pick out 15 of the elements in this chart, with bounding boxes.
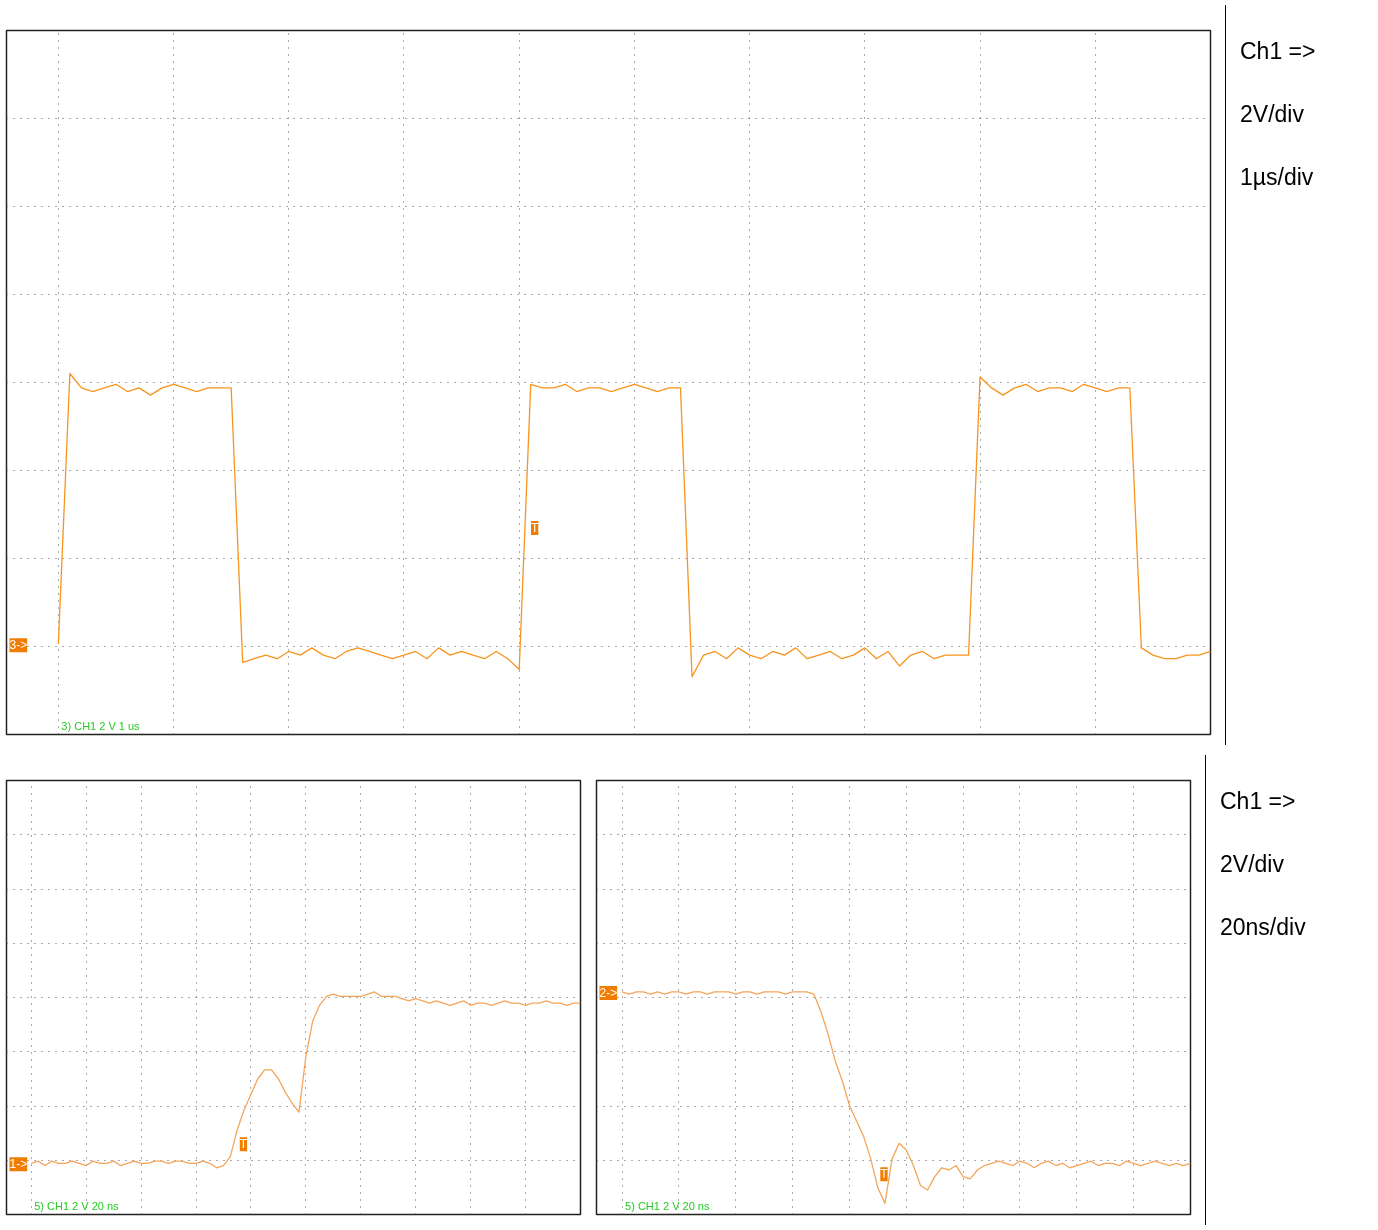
text: 2V/div bbox=[1220, 849, 1285, 879]
text: 20ns/div bbox=[1220, 912, 1306, 942]
annotation: 3) CH1 2 V 1 us bbox=[61, 719, 141, 732]
annotation: T bbox=[239, 1137, 248, 1152]
text: Ch1 => bbox=[1240, 37, 1316, 66]
text: Ch1 => bbox=[1220, 787, 1297, 816]
text: 2V/div bbox=[1240, 99, 1305, 129]
annotation: 5) CH1 2 V 20 ns bbox=[34, 1199, 120, 1212]
text: 1µs/div bbox=[1240, 162, 1315, 192]
annotation: T bbox=[530, 520, 539, 535]
annotation: 5) CH1 2 V 20 ns bbox=[625, 1199, 710, 1212]
text: 3-> bbox=[9, 638, 28, 653]
text: 1-> bbox=[9, 1157, 28, 1172]
text: 2-> bbox=[599, 985, 618, 1000]
annotation: T bbox=[880, 1167, 889, 1182]
